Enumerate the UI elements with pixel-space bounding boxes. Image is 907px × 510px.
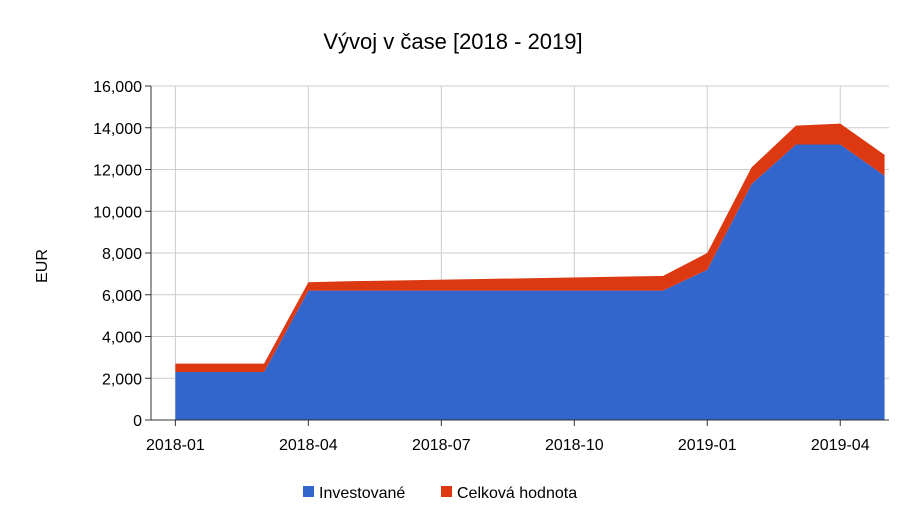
y-tick-label: 14,000 <box>93 121 142 138</box>
x-tick-label: 2018-10 <box>545 437 604 454</box>
chart-title: Vývoj v čase [2018 - 2019] <box>323 29 582 54</box>
x-tick-label: 2019-04 <box>811 437 870 454</box>
legend-label-1: Investované <box>319 485 405 502</box>
y-tick-label: 8,000 <box>102 246 142 263</box>
plot-area <box>175 123 885 420</box>
y-tick-label: 16,000 <box>93 79 142 96</box>
x-tick-label: 2018-07 <box>412 437 471 454</box>
y-tick-label: 2,000 <box>102 371 142 388</box>
area-series-1 <box>175 144 885 420</box>
y-axis-ticks: 0 2,000 4,000 6,000 8,000 10,000 12,000 14,000 1… <box>93 79 151 430</box>
legend-swatch-1 <box>303 486 314 497</box>
legend: Investované Celková hodnota <box>303 485 577 502</box>
x-axis-ticks: 2018-01 2018-04 2018-07 2018-10 2019-01 2019-… <box>146 420 870 454</box>
legend-label-2: Celková hodnota <box>457 485 577 502</box>
y-tick-label: 0 <box>133 413 142 430</box>
y-tick-label: 6,000 <box>102 288 142 305</box>
y-axis-label: EUR <box>34 249 51 283</box>
x-tick-label: 2018-01 <box>146 437 205 454</box>
legend-swatch-2 <box>441 486 452 497</box>
x-tick-label: 2018-04 <box>279 437 338 454</box>
y-tick-label: 12,000 <box>93 163 142 180</box>
y-tick-label: 10,000 <box>93 204 142 221</box>
x-tick-label: 2019-01 <box>678 437 737 454</box>
y-tick-label: 4,000 <box>102 330 142 347</box>
